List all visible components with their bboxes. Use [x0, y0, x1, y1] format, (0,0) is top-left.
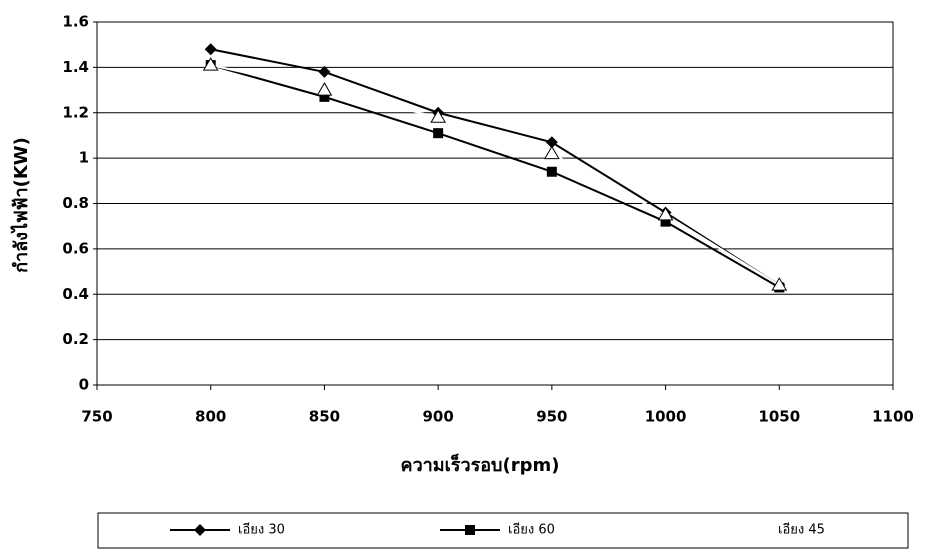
x-tick-label: 800: [195, 408, 226, 426]
marker: [771, 277, 788, 291]
series-line: [210, 64, 780, 287]
x-tick-label: 850: [309, 408, 340, 426]
x-tick-label: 950: [536, 408, 567, 426]
y-tick-label: 1: [79, 149, 89, 167]
marker: [319, 91, 330, 102]
marker: [204, 43, 217, 56]
marker: [543, 145, 560, 160]
x-axis-label: ความเร็วรอบ(rpm): [401, 453, 560, 476]
marker: [202, 57, 219, 71]
x-tick-label: 1100: [872, 408, 914, 426]
marker: [430, 109, 447, 123]
y-tick-label: 0.4: [62, 285, 89, 303]
y-axis-label: กำลังไฟฟ้า(KW): [10, 137, 32, 273]
y-tick-label: 0.6: [62, 239, 89, 257]
y-tick-label: 0.2: [62, 330, 89, 348]
x-tick-label: 750: [81, 408, 112, 426]
y-tick-label: 0.8: [62, 194, 89, 212]
marker: [546, 166, 557, 177]
legend-label: เอียง 30: [238, 522, 285, 538]
marker: [660, 216, 671, 227]
series-line: [210, 64, 780, 289]
y-tick-label: 1.2: [62, 103, 89, 121]
x-tick-label: 900: [422, 408, 453, 426]
marker: [316, 82, 333, 96]
series-line: [210, 48, 780, 287]
y-tick-label: 1.4: [62, 58, 89, 76]
legend-marker: [194, 524, 206, 536]
x-tick-label: 1000: [645, 408, 687, 426]
marker: [657, 206, 674, 221]
marker: [433, 128, 444, 139]
legend-label: เอียง 45: [778, 522, 825, 538]
legend-marker: [465, 525, 475, 535]
y-tick-label: 1.6: [62, 13, 89, 31]
plot-area: [96, 21, 894, 386]
legend-label: เอียง 60: [508, 522, 555, 538]
legend-box: [97, 512, 909, 549]
y-tick-label: 0: [79, 376, 89, 394]
x-tick-label: 1050: [758, 408, 800, 426]
marker: [318, 65, 331, 78]
marker: [545, 136, 558, 149]
